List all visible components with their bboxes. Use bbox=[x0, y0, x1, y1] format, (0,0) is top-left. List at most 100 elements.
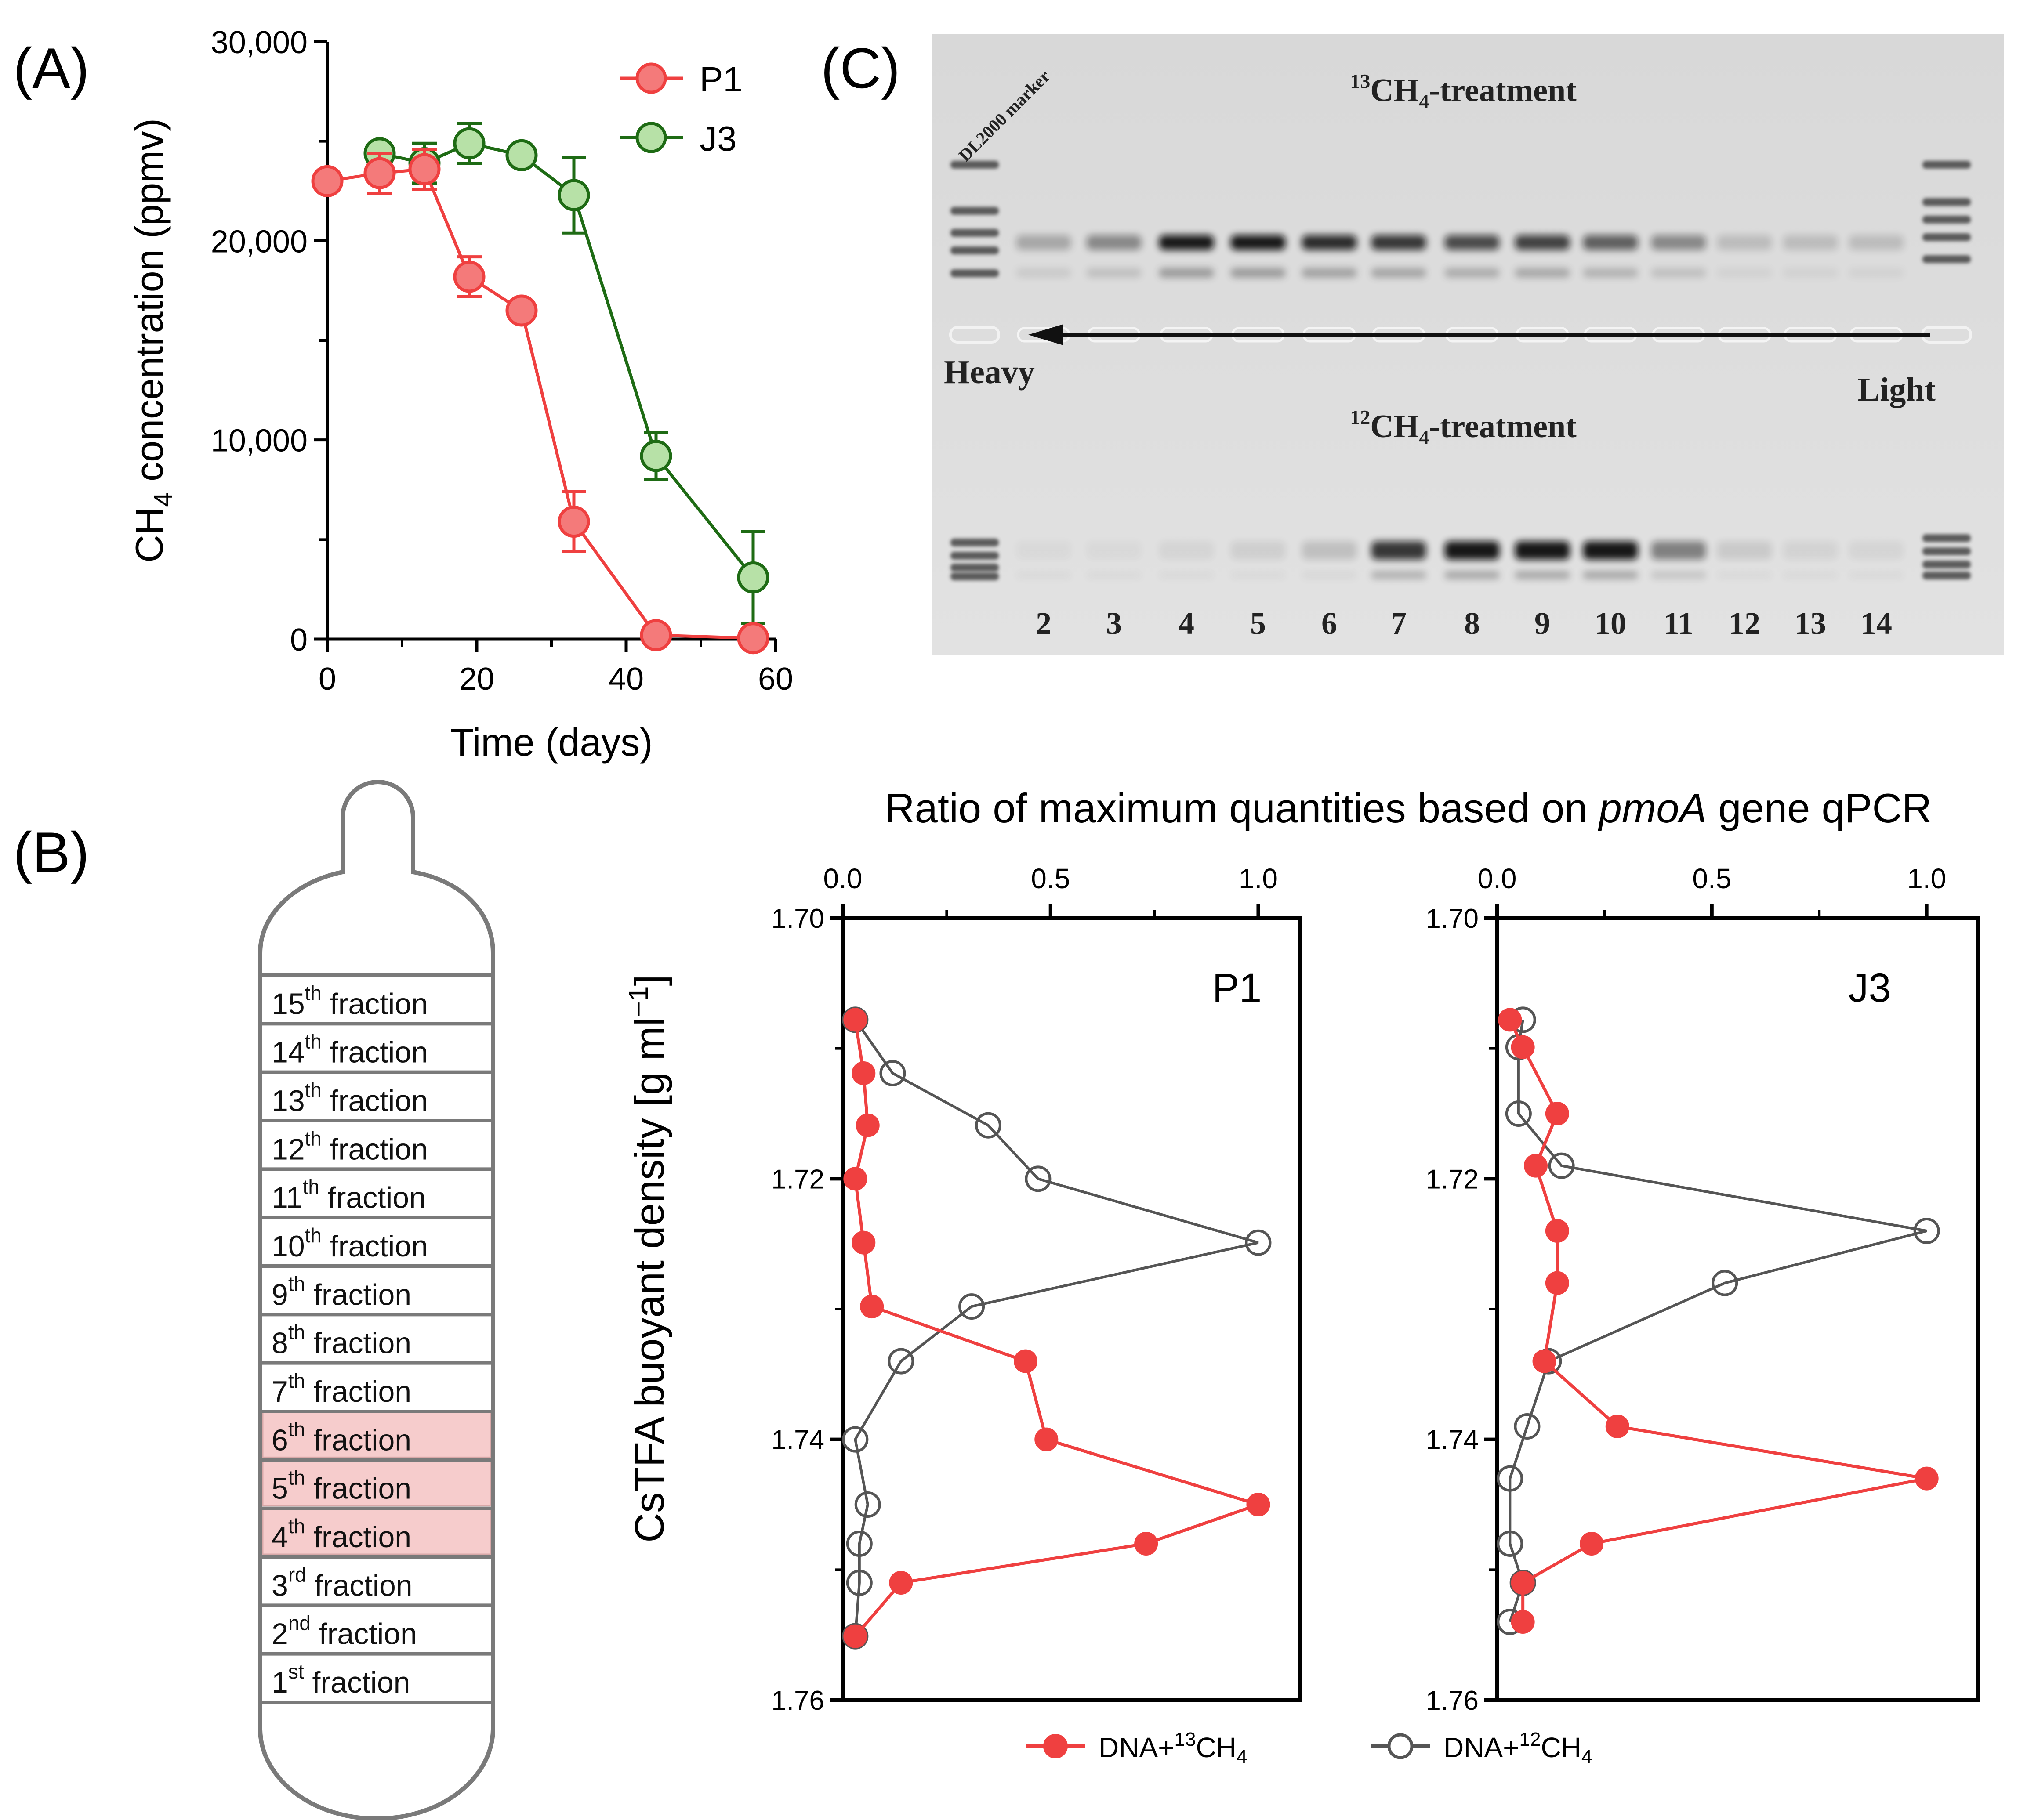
top-band bbox=[1717, 235, 1772, 250]
data-point-13ch4 bbox=[843, 1008, 867, 1032]
top-band bbox=[1783, 235, 1838, 250]
ladder-band bbox=[1922, 255, 1971, 263]
data-point-12ch4 bbox=[1497, 1465, 1523, 1492]
panel-d-y-label: CsTFA buoyant density [g ml−1] bbox=[624, 974, 672, 1542]
data-point-12ch4 bbox=[975, 1112, 1001, 1139]
gel-lane-label: 7 bbox=[1391, 606, 1407, 641]
ladder-band bbox=[950, 564, 999, 572]
top-secondary-band bbox=[1086, 268, 1142, 278]
fraction-label: 7th fraction bbox=[272, 1369, 411, 1408]
a-y-tick-label: 0 bbox=[290, 622, 308, 658]
y-tick-label: 1.76 bbox=[771, 1686, 824, 1716]
subplot-j3: J3 0.0 0.5 1.0 1.70 1.72 1.74 1.76 bbox=[1425, 863, 1980, 1716]
data-point-13ch4 bbox=[1545, 1271, 1569, 1295]
top-band bbox=[1302, 235, 1357, 250]
ladder-band bbox=[950, 572, 999, 580]
bottom-band bbox=[1849, 541, 1904, 560]
series-12ch4 bbox=[842, 1006, 1272, 1650]
data-point-p1 bbox=[311, 165, 344, 197]
gel-lane-label: 3 bbox=[1106, 606, 1122, 641]
data-point-p1 bbox=[737, 622, 769, 655]
data-point-12ch4 bbox=[854, 1491, 881, 1518]
subplot-p1-ticks: 0.0 0.5 1.0 1.70 1.72 1.74 1.76 bbox=[771, 863, 1278, 1716]
ladder-band bbox=[950, 161, 999, 169]
fraction-row-13: 13th fraction bbox=[260, 1070, 493, 1119]
series-line-13ch4 bbox=[853, 1019, 1263, 1637]
bottom-band bbox=[1583, 541, 1638, 560]
top-band bbox=[1230, 235, 1286, 250]
top-secondary-band bbox=[1583, 268, 1638, 278]
fraction-cell bbox=[262, 1653, 491, 1701]
bottom-band bbox=[1371, 541, 1426, 560]
data-point-12ch4 bbox=[888, 1348, 914, 1375]
fraction-row-5: 5th fraction bbox=[260, 1458, 493, 1507]
panel-d-legend: DNA+13CH4 DNA+12CH4 bbox=[1026, 1729, 1592, 1768]
gel-lane-label: 5 bbox=[1250, 606, 1266, 641]
fraction-label: 13th fraction bbox=[272, 1078, 428, 1118]
data-point-13ch4 bbox=[843, 1167, 867, 1191]
fraction-cell bbox=[262, 1556, 491, 1603]
bottom-secondary-band bbox=[1651, 571, 1706, 579]
bottom-band bbox=[1717, 541, 1772, 560]
fraction-row-14: 14th fraction bbox=[260, 1022, 493, 1071]
ladder-band bbox=[950, 539, 999, 546]
panel-d-top-title: Ratio of maximum quantities based on pmo… bbox=[885, 785, 1932, 831]
y-tick-label: 1.70 bbox=[771, 904, 824, 934]
data-point-j3 bbox=[640, 440, 672, 472]
data-point-13ch4 bbox=[1605, 1415, 1629, 1438]
ladder-band bbox=[950, 207, 999, 215]
legend-13ch4-label: DNA+13CH4 bbox=[1099, 1729, 1247, 1768]
bottom-secondary-band bbox=[1086, 571, 1142, 579]
panel-a-x-label: Time (days) bbox=[450, 720, 653, 764]
series-line-12ch4 bbox=[1509, 1019, 1927, 1622]
legend-12ch4-label: DNA+12CH4 bbox=[1443, 1729, 1592, 1768]
panel-a-x-ticks: 0 20 40 60 bbox=[319, 639, 793, 697]
ladder-band bbox=[1922, 561, 1971, 568]
top-x-tick-label: 0.5 bbox=[1031, 863, 1070, 894]
top-secondary-band bbox=[1651, 268, 1706, 278]
bottom-secondary-band bbox=[1159, 571, 1214, 579]
subplot-p1: P1 0.0 0.5 1.0 1.70 1.72 1.74 1.76 bbox=[771, 863, 1302, 1716]
data-point-j3 bbox=[558, 179, 590, 211]
legend-p1-marker bbox=[635, 62, 667, 94]
fraction-label: 15th fraction bbox=[272, 981, 428, 1020]
series-p1 bbox=[311, 148, 769, 655]
gel-lane-label: 2 bbox=[1036, 606, 1052, 641]
series-12ch4 bbox=[1497, 1006, 1940, 1635]
top-x-tick-label: 0.5 bbox=[1692, 863, 1731, 894]
legend-13ch4-marker bbox=[1043, 1734, 1068, 1758]
data-point-12ch4 bbox=[1025, 1165, 1052, 1192]
series-j3 bbox=[363, 122, 769, 625]
a-x-tick-label: 60 bbox=[758, 662, 793, 697]
series-line-12ch4 bbox=[854, 1019, 1259, 1636]
y-tick-label: 1.74 bbox=[771, 1425, 824, 1455]
subplot-j3-series bbox=[1497, 1006, 1940, 1635]
bottom-band bbox=[1159, 541, 1214, 560]
fraction-label: 4th fraction bbox=[272, 1515, 411, 1554]
data-point-12ch4 bbox=[1913, 1218, 1940, 1244]
legend-12ch4-marker bbox=[1387, 1733, 1414, 1759]
top-secondary-band bbox=[1444, 268, 1500, 278]
data-point-13ch4 bbox=[1034, 1427, 1059, 1451]
panel-a-y-label: CH4 concentration (ppmv) bbox=[127, 118, 178, 563]
data-point-p1 bbox=[408, 153, 441, 185]
gel-lane-label: 10 bbox=[1595, 606, 1626, 641]
top-x-tick-label: 1.0 bbox=[1907, 863, 1946, 894]
bottom-secondary-band bbox=[1302, 571, 1357, 579]
bottom-secondary-band bbox=[1230, 571, 1286, 579]
gel-lane-labels: 2 3 4 5 6 7 8 9 10 11 12 13 14 bbox=[1036, 606, 1892, 641]
gel-bottom-treatment: 12CH4-treatment bbox=[1350, 406, 1577, 449]
data-point-13ch4 bbox=[1511, 1610, 1535, 1634]
series-line-p1 bbox=[327, 167, 754, 640]
panel-a-y-ticks: 0 10,000 20,000 30,000 bbox=[211, 25, 327, 658]
gel-lane-label: 14 bbox=[1860, 606, 1892, 641]
top-band bbox=[1159, 235, 1214, 250]
series-13ch4 bbox=[843, 1008, 1270, 1648]
top-band bbox=[1444, 235, 1500, 250]
subplot-j3-frame bbox=[1495, 916, 1980, 1702]
fraction-row-6: 6th fraction bbox=[260, 1410, 493, 1458]
data-point-13ch4 bbox=[1014, 1349, 1037, 1373]
panel-a-chart: 0 10,000 20,000 30,000 0 20 40 60 CH4 concentr… bbox=[127, 25, 793, 764]
top-band bbox=[1016, 235, 1071, 250]
